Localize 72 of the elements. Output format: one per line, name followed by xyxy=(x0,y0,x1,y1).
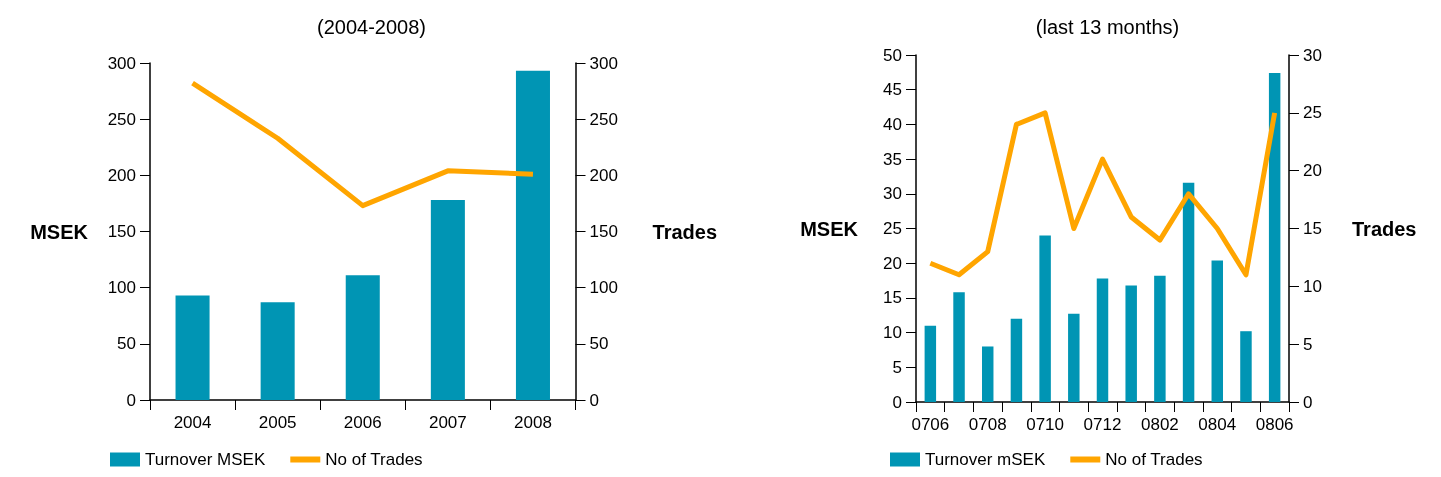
x-tick-label: 0708 xyxy=(968,415,1007,434)
y-tick-label: 100 xyxy=(107,278,136,298)
legend-label: No of Trades xyxy=(1105,450,1203,469)
y-tick-label: 0 xyxy=(126,390,136,410)
y2-axis-title: Trades xyxy=(652,220,717,243)
y-axis-title: MSEK xyxy=(30,220,89,243)
y-tick-label: 50 xyxy=(883,45,902,65)
y2-tick-label: 200 xyxy=(589,165,618,185)
y-tick-label: 0 xyxy=(892,392,902,412)
bar xyxy=(260,302,295,400)
y2-tick-label: 15 xyxy=(1303,219,1322,238)
legend-label: No of Trades xyxy=(325,450,423,469)
y-tick-label: 250 xyxy=(107,109,136,129)
y-tick-label: 25 xyxy=(883,219,902,238)
y2-tick-label: 300 xyxy=(589,53,618,73)
y-tick-label: 150 xyxy=(107,222,136,241)
bar xyxy=(1211,260,1224,402)
y2-axis-title: Trades xyxy=(1352,217,1417,240)
y-tick-label: 45 xyxy=(883,80,902,100)
bar xyxy=(175,295,210,400)
y-axis-title: MSEK xyxy=(800,217,859,240)
y-tick-label: 40 xyxy=(883,114,902,134)
y2-tick-label: 50 xyxy=(589,334,609,354)
bar xyxy=(1154,275,1166,402)
x-tick-label: 2006 xyxy=(343,413,382,432)
x-tick-label: 2007 xyxy=(428,413,467,432)
legend-label: Turnover MSEK xyxy=(145,450,266,469)
bar xyxy=(953,292,965,402)
y2-tick-label: 100 xyxy=(589,278,618,298)
bar xyxy=(1010,318,1023,402)
x-tick-label: 2004 xyxy=(173,413,212,432)
y2-tick-label: 0 xyxy=(589,390,599,410)
x-tick-label: 2005 xyxy=(258,413,297,432)
chart-title: (last 13 months) xyxy=(1035,16,1180,38)
x-tick-label: 0712 xyxy=(1083,415,1122,434)
y-tick-label: 5 xyxy=(892,357,902,377)
y2-tick-label: 25 xyxy=(1303,103,1322,123)
y-tick-label: 300 xyxy=(107,53,136,73)
y2-tick-label: 150 xyxy=(589,222,618,241)
bar xyxy=(1068,313,1080,402)
x-tick-label: 0802 xyxy=(1140,415,1179,434)
y2-tick-label: 10 xyxy=(1303,276,1322,296)
legend-label: Turnover mSEK xyxy=(925,450,1046,469)
y-tick-label: 10 xyxy=(883,323,902,343)
bar xyxy=(1125,285,1137,402)
bar xyxy=(515,70,550,400)
bar xyxy=(1039,235,1051,402)
x-tick-label: 0806 xyxy=(1255,415,1294,434)
bar xyxy=(1096,278,1109,402)
y2-tick-label: 250 xyxy=(589,109,618,129)
x-tick-label: 0804 xyxy=(1198,415,1237,434)
y-tick-label: 20 xyxy=(883,253,902,273)
y-tick-label: 50 xyxy=(117,334,136,354)
bar xyxy=(430,200,465,400)
bar xyxy=(924,325,937,402)
bar xyxy=(345,275,380,400)
y-tick-label: 200 xyxy=(107,165,136,185)
y2-tick-label: 5 xyxy=(1303,334,1313,354)
bar xyxy=(1240,331,1252,402)
bar xyxy=(1182,182,1195,402)
chart-title: (2004-2008) xyxy=(317,16,426,38)
x-tick-label: 2008 xyxy=(514,413,552,432)
y-tick-label: 15 xyxy=(883,288,902,308)
y2-tick-label: 0 xyxy=(1303,392,1313,412)
y2-tick-label: 20 xyxy=(1303,161,1322,181)
bar xyxy=(981,346,994,402)
bar xyxy=(1268,73,1281,402)
x-tick-label: 0710 xyxy=(1026,415,1065,434)
y2-tick-label: 30 xyxy=(1303,45,1322,65)
y-tick-label: 30 xyxy=(883,184,902,204)
x-tick-label: 0706 xyxy=(911,415,950,434)
y-tick-label: 35 xyxy=(883,149,902,169)
